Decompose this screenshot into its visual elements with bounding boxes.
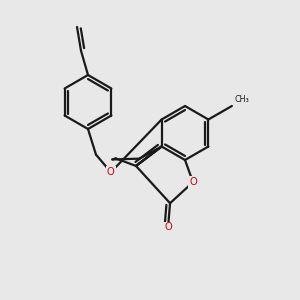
Text: O: O xyxy=(164,223,172,232)
Text: O: O xyxy=(107,167,115,177)
Text: CH₃: CH₃ xyxy=(235,95,250,104)
Text: O: O xyxy=(189,177,197,187)
